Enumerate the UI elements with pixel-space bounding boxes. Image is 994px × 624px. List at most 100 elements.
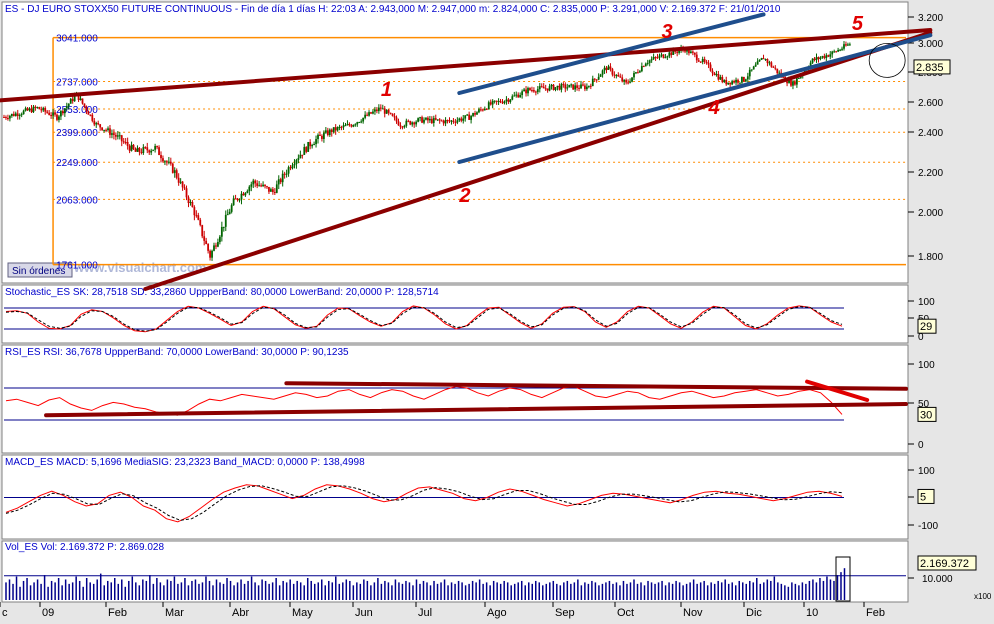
- price-candle-body: [817, 57, 820, 60]
- price-candle-body: [668, 52, 671, 57]
- price-candle-body: [625, 79, 628, 83]
- x-tick-label: 09: [42, 607, 54, 619]
- price-candle-body: [839, 49, 841, 51]
- price-candle-body: [660, 54, 663, 56]
- price-candle-body: [503, 101, 506, 104]
- price-candle-body: [760, 58, 763, 60]
- price-candle-body: [270, 189, 272, 192]
- price-candle-body: [209, 250, 211, 258]
- price-candle-body: [256, 183, 259, 186]
- price-candle-body: [165, 161, 168, 163]
- price-candle-body: [297, 158, 300, 161]
- price-candle-body: [20, 114, 23, 116]
- price-candle-body: [509, 99, 512, 102]
- price-candle-body: [122, 141, 125, 143]
- price-candle-body: [44, 107, 47, 112]
- price-candle-body: [558, 85, 561, 90]
- price-candle-body: [640, 66, 643, 72]
- price-candle-body: [409, 121, 412, 125]
- stochastic-header: Stochastic_ES SK: 28,7518 SD: 33,2860 Up…: [5, 287, 439, 298]
- price-candle-body: [766, 59, 769, 63]
- orders-button[interactable]: [7, 262, 73, 278]
- price-candle-body: [637, 72, 639, 74]
- price-candle-body: [432, 118, 435, 124]
- x-axis-area: [2, 603, 908, 617]
- price-candle-body: [262, 184, 264, 187]
- price-candle-body: [397, 121, 400, 126]
- price-candle-body: [126, 141, 129, 147]
- price-candle-body: [156, 146, 158, 148]
- price-candle-body: [448, 120, 451, 122]
- price-candle-body: [619, 76, 622, 78]
- price-candle-body: [701, 59, 704, 63]
- price-candle-body: [95, 123, 98, 125]
- price-candle-body: [440, 120, 443, 122]
- x-tick-label: Feb: [866, 607, 885, 619]
- price-candle-body: [564, 84, 567, 89]
- price-candle-body: [835, 51, 838, 53]
- price-candle-body: [61, 111, 64, 114]
- stochastic-panel[interactable]: [1, 284, 909, 344]
- price-candle-body: [52, 112, 54, 116]
- price-candle-body: [511, 96, 514, 100]
- price-candle-body: [635, 72, 637, 74]
- rsi-trendline: [805, 379, 870, 402]
- price-candle-body: [664, 57, 667, 59]
- price-candle-body: [152, 149, 155, 151]
- price-panel[interactable]: [1, 1, 909, 284]
- price-candle-body: [613, 74, 616, 76]
- price-candle-body: [413, 122, 416, 125]
- price-candle-body: [744, 79, 747, 82]
- price-candle-body: [656, 57, 659, 59]
- indicator-line: [5, 385, 843, 416]
- wave-label: 5: [852, 13, 864, 35]
- price-candle-body: [144, 147, 147, 149]
- price-candle-body: [264, 184, 266, 187]
- price-candle-body: [795, 78, 798, 85]
- x-tick-label: Nov: [683, 607, 703, 619]
- fib-level-label: 2737.000: [56, 77, 98, 88]
- price-candle-body: [489, 102, 492, 105]
- price-last-value-box: [913, 59, 951, 75]
- price-candle-body: [438, 119, 441, 121]
- price-candle-body: [24, 108, 27, 111]
- price-candle-body: [32, 106, 35, 113]
- price-candle-body: [521, 91, 524, 96]
- price-candle-body: [67, 103, 70, 107]
- price-candle-body: [813, 58, 816, 61]
- price-candle-body: [497, 100, 500, 102]
- price-candle-body: [623, 79, 626, 82]
- price-candle-body: [375, 109, 378, 112]
- price-candle-body: [591, 78, 594, 87]
- price-candle-body: [601, 70, 604, 75]
- price-candle-body: [515, 94, 518, 96]
- price-candle-body: [821, 56, 824, 58]
- rsi-panel[interactable]: [1, 344, 909, 454]
- price-candle-body: [603, 67, 606, 71]
- price-candle-body: [531, 90, 533, 92]
- x-tick-label: 10: [806, 607, 818, 619]
- price-candle-body: [566, 87, 569, 89]
- y-tick-label: 0: [918, 332, 924, 343]
- price-candle-body: [688, 48, 690, 54]
- price-candle-body: [81, 98, 84, 104]
- price-candle-body: [65, 106, 68, 109]
- volume-units: x100: [974, 592, 992, 601]
- price-candle-body: [285, 173, 288, 175]
- price-candle-body: [615, 74, 618, 76]
- price-last-value: 2.835: [916, 62, 944, 74]
- price-candle-body: [721, 76, 724, 82]
- price-candle-body: [97, 123, 100, 125]
- price-candle-body: [354, 124, 357, 126]
- price-candle-body: [287, 167, 290, 174]
- price-candle-body: [468, 114, 471, 120]
- fib-level-label: 2553.000: [56, 105, 98, 116]
- price-candle-body: [666, 56, 669, 58]
- price-candle-body: [148, 150, 151, 153]
- price-candle-body: [658, 55, 661, 58]
- price-candle-body: [739, 82, 741, 84]
- price-candle-body: [379, 107, 382, 109]
- price-candle-body: [211, 250, 213, 258]
- price-candle-body: [244, 192, 247, 196]
